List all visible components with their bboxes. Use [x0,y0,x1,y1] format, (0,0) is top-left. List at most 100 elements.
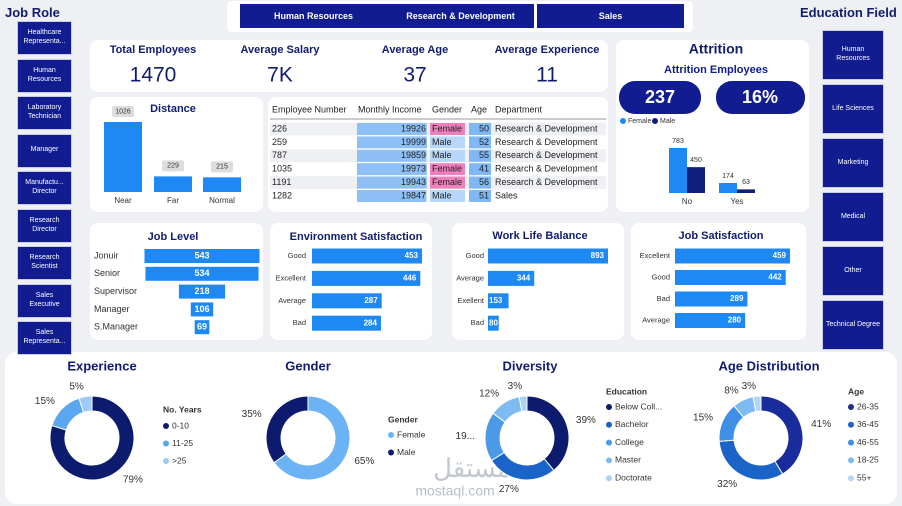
category-label: Average [278,296,306,305]
value-label: 3% [742,381,757,392]
age-cell [469,190,491,202]
education-field-button[interactable]: Technical Degree [822,300,884,350]
kpi-label: Average Experience [495,44,600,56]
category-label: Good [652,272,670,281]
bar [312,315,381,331]
bar [488,293,509,309]
legend-marker [163,458,169,464]
table-cell: 56 [479,177,489,187]
table-cell: 1035 [272,164,292,174]
chart-title: Distance [150,103,196,115]
attrition-count-pill [619,81,701,114]
value-label: 8% [724,386,739,397]
kpi-label: Total Employees [110,44,197,56]
job-role-button[interactable]: Manager [17,133,72,168]
table-cell: 19847 [401,190,426,200]
category-label: Excellent [640,251,671,260]
bar [194,320,210,335]
education-field-button[interactable]: Human Resources [822,30,884,80]
income-data-bar [357,123,427,135]
department-tab[interactable]: Research & Development [387,4,534,28]
attrition-rate-pill [716,81,805,114]
table-header: Age [471,104,487,114]
legend-marker [163,440,169,447]
legend-label: 26-35 [857,401,879,411]
value-label: 280 [728,316,742,325]
legend-label: 46-55 [857,437,879,447]
value-label: 153 [489,296,503,305]
legend-label: 11-25 [172,438,193,448]
table-cell: 19859 [401,150,426,160]
table-cell: Male [432,137,452,147]
category-label: Jonuir [94,250,119,260]
donut-slice [752,395,762,413]
education-field-button[interactable]: Other [822,246,884,296]
value-label: 783 [672,138,684,145]
legend-label: 55+ [857,472,871,482]
bar [488,270,535,286]
table-cell: 787 [272,150,287,160]
job-role-button[interactable]: Research Scientist [17,246,72,280]
legend-marker [848,421,854,428]
value-label: 15% [35,396,55,407]
legend-label: Doctorate [615,472,652,482]
job-role-button[interactable]: Healthcare Representa... [17,21,72,55]
chart-title: Environment Satisfaction [290,231,423,243]
age-cell [469,149,491,162]
table-cell: 50 [479,123,489,133]
bar [203,177,241,192]
kpi-value: 7K [267,64,293,87]
age-cell [469,163,491,176]
table-cell: 1191 [272,177,291,187]
legend-marker [620,118,626,124]
bar [104,122,142,192]
job-role-button[interactable]: Research Director [17,208,72,243]
job-role-button[interactable]: Sales Executive [17,283,72,318]
department-tab[interactable]: Human Resources [240,4,387,28]
value-label: 215 [216,164,228,171]
kpi-value: 37 [403,64,426,87]
category-label: Senior [94,268,120,278]
table-cell: 51 [479,190,489,200]
bar [675,270,786,285]
age-cell [469,176,491,189]
bar [312,248,422,264]
education-field-button[interactable]: Life Sciences [822,84,884,134]
legend-label: Below Coll... [615,401,662,411]
value-label: 453 [405,251,419,260]
bottom-panel [5,352,897,504]
age-cell [469,123,491,135]
value-label: 543 [194,250,209,260]
legend-marker [388,432,394,438]
education-field-button[interactable]: Medical [822,192,884,242]
legend-marker [163,423,169,429]
value-label: 63 [742,179,750,186]
chart-title: Job Satisfaction [679,230,764,242]
table-header: Employee Number [272,104,347,114]
legend-label: Master [615,455,641,465]
legend-label: College [615,437,644,447]
category-label: S.Manager [94,322,138,332]
job-role-button[interactable]: Human Resources [17,58,72,93]
value-label: 534 [194,268,209,278]
gender-cell [430,163,465,176]
bar [312,270,421,286]
legend-label: Female [397,429,426,439]
job-role-button[interactable]: Laboratory Technician [17,96,72,130]
donut-slice [78,395,93,413]
department-tab[interactable]: Sales [537,4,684,28]
category-label: Bad [657,294,670,303]
value-label: 893 [591,251,605,260]
kpi-value: 11 [536,64,558,87]
category-label: Good [466,251,484,260]
kpi-card [90,40,608,92]
x-tick-label: No [682,197,693,206]
job-role-button[interactable]: Manufactu... Director [17,171,72,205]
income-data-bar [357,149,427,162]
job-role-button[interactable]: Sales Representa... [17,321,72,355]
value-label: 446 [403,274,417,283]
category-label: Excellent [276,273,307,282]
education-field-button[interactable]: Marketing [822,138,884,188]
watermark-latin: mostaql.com [415,483,494,499]
gender-cell [430,190,465,202]
